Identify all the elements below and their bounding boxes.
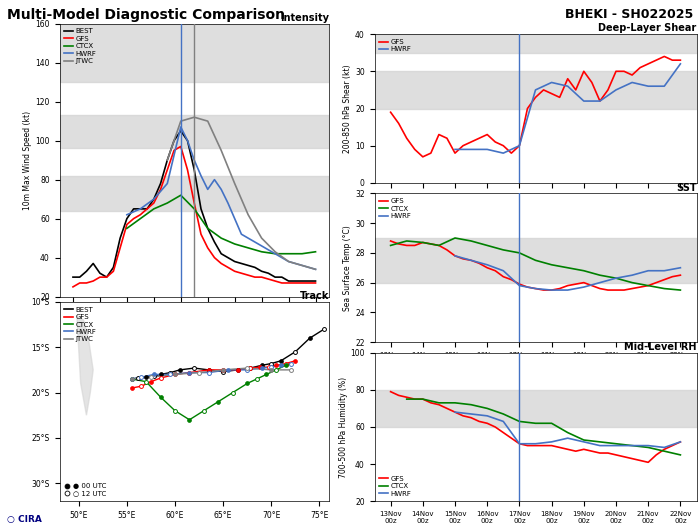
Text: ○ CIRA: ○ CIRA [7,515,42,524]
Bar [60,24,329,82]
Y-axis label: 200-850 hPa Shear (kt): 200-850 hPa Shear (kt) [343,64,352,153]
Legend: BEST, GFS, CTCX, HWRF, JTWC: BEST, GFS, CTCX, HWRF, JTWC [63,27,98,66]
Polygon shape [77,316,93,415]
Text: Deep-Layer Shear: Deep-Layer Shear [598,23,696,34]
Legend: GFS, CTCX, HWRF: GFS, CTCX, HWRF [378,475,413,498]
Bar [60,116,329,149]
Legend: GFS, HWRF: GFS, HWRF [378,38,413,54]
Bar [374,34,696,52]
Text: Mid-Level RH: Mid-Level RH [624,342,696,352]
Bar [60,176,329,211]
Legend: GFS, CTCX, HWRF: GFS, CTCX, HWRF [378,197,413,220]
Y-axis label: Sea Surface Temp (°C): Sea Surface Temp (°C) [343,225,352,311]
Text: SST: SST [676,183,696,193]
Text: Multi-Model Diagnostic Comparison: Multi-Model Diagnostic Comparison [7,8,285,22]
Text: Intensity: Intensity [280,13,329,23]
Bar [374,390,696,427]
Bar [374,71,696,109]
Y-axis label: 700-500 hPa Humidity (%): 700-500 hPa Humidity (%) [339,376,347,478]
Bar [374,238,696,282]
Y-axis label: 10m Max Wind Speed (kt): 10m Max Wind Speed (kt) [24,111,32,209]
Text: BHEKI - SH022025: BHEKI - SH022025 [565,8,693,21]
Legend: ● 00 UTC, ○ 12 UTC: ● 00 UTC, ○ 12 UTC [63,482,108,498]
Text: Track: Track [300,291,329,301]
